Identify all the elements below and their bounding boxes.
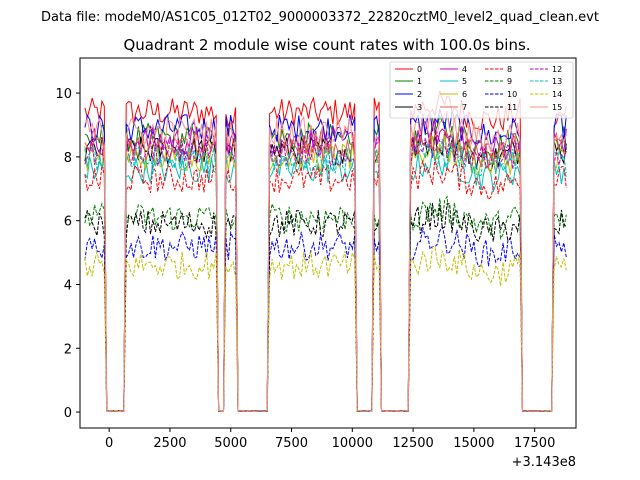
y-tick-label: 4 — [64, 278, 72, 293]
axes-frame — [79, 57, 577, 429]
legend-label-1: 1 — [417, 77, 422, 86]
x-tick-label: 12500 — [392, 436, 433, 451]
series-line-8 — [84, 158, 567, 413]
legend-label-8: 8 — [507, 65, 512, 74]
x-tick-label: 10000 — [332, 436, 373, 451]
legend-label-4: 4 — [462, 65, 467, 74]
series-line-9 — [84, 195, 567, 412]
series-line-11 — [84, 203, 567, 413]
y-tick-label: 8 — [64, 151, 72, 166]
y-tick-label: 6 — [64, 215, 72, 230]
x-tick-label: 2500 — [153, 436, 186, 451]
legend-label-0: 0 — [417, 65, 422, 74]
y-axis: 0 2 4 6 8 10 — [55, 87, 80, 421]
legend-label-15: 15 — [552, 103, 562, 112]
legend-box — [389, 61, 574, 119]
legend-label-10: 10 — [507, 90, 517, 99]
series-line-5 — [84, 149, 567, 413]
legend-label-5: 5 — [462, 77, 467, 86]
legend-label-6: 6 — [462, 90, 467, 99]
series-line-14 — [84, 245, 567, 413]
legend-label-12: 12 — [552, 65, 562, 74]
y-tick-label: 2 — [64, 342, 72, 357]
chart-title: Quadrant 2 module wise count rates with … — [123, 36, 530, 54]
legend-label-11: 11 — [507, 103, 517, 112]
x-tick-label: 17500 — [514, 436, 555, 451]
x-offset-label: +3.143e8 — [512, 455, 576, 470]
x-tick-label: 15000 — [453, 436, 494, 451]
legend-label-9: 9 — [507, 77, 512, 86]
legend-label-3: 3 — [417, 103, 422, 112]
legend-label-7: 7 — [462, 103, 467, 112]
chart-suptitle: Data file: modeM0/AS1C05_012T02_90000033… — [41, 10, 599, 25]
series-line-7 — [84, 129, 567, 413]
y-tick-label: 10 — [55, 87, 72, 102]
x-axis: 0 2500 5000 7500 10000 12500 15000 17500 — [105, 428, 555, 451]
x-tick-label: 5000 — [214, 436, 247, 451]
legend-label-14: 14 — [552, 90, 562, 99]
x-tick-label: 0 — [105, 436, 113, 451]
x-tick-label: 7500 — [275, 436, 308, 451]
legend-label-13: 13 — [552, 77, 562, 86]
series-line-13 — [84, 138, 567, 412]
series-line-10 — [84, 225, 567, 413]
series-line-15 — [84, 110, 567, 413]
legend-label-2: 2 — [417, 90, 422, 99]
y-tick-label: 0 — [64, 406, 72, 421]
series-layer — [84, 90, 567, 413]
